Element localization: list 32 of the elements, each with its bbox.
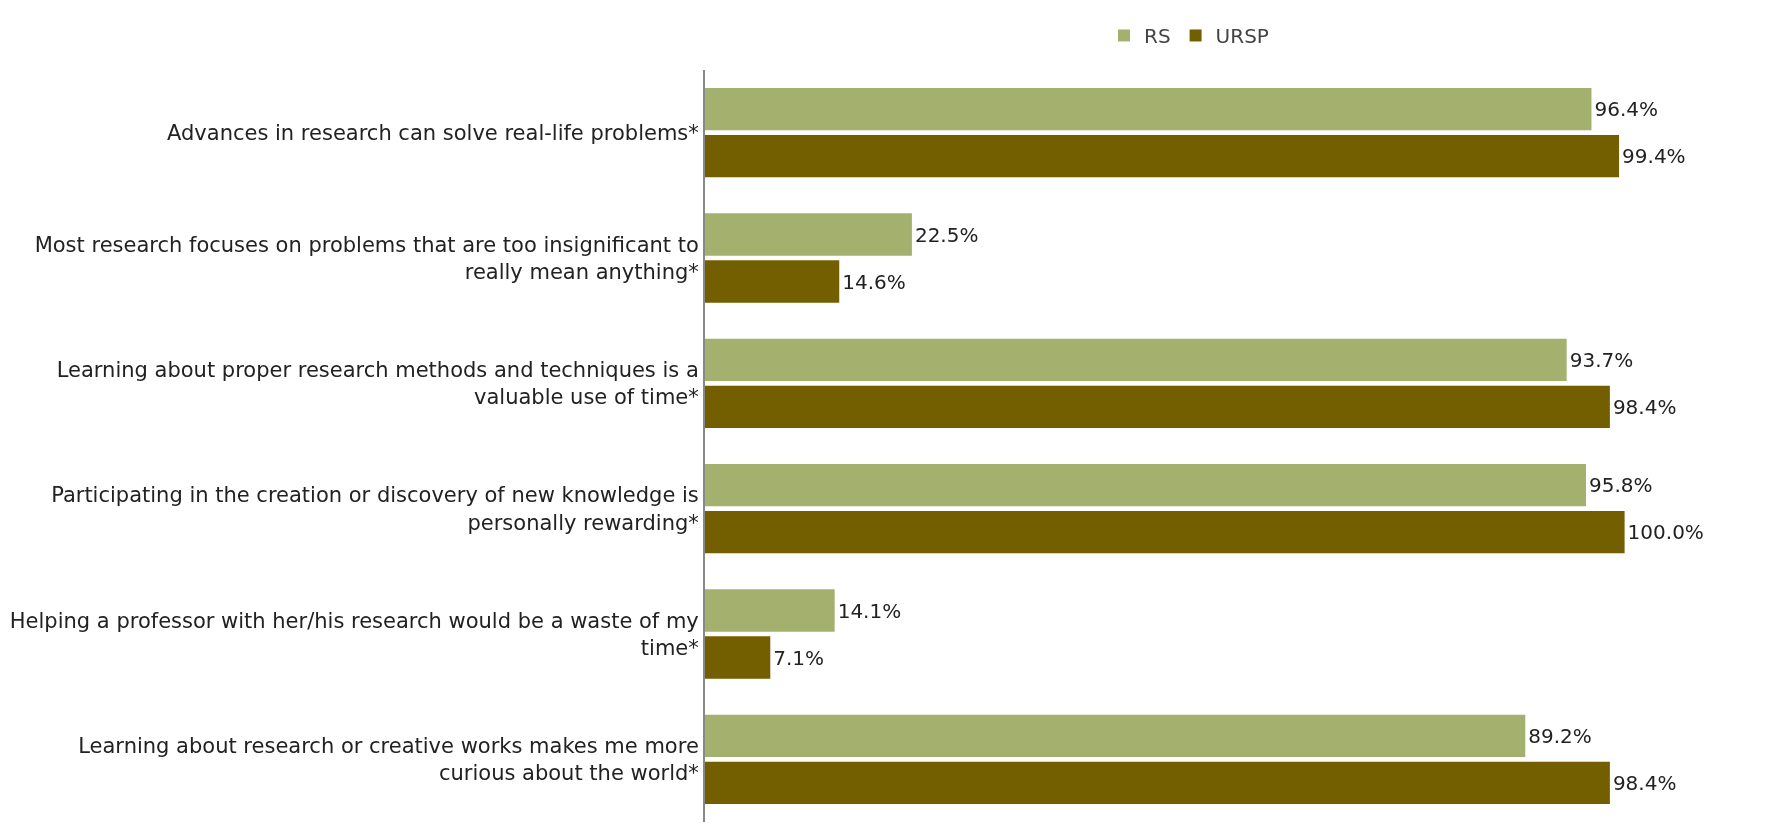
y-tick-label: Advances in research can solve real-life problems* xyxy=(167,121,699,146)
data-label: 98.4% xyxy=(1612,394,1677,419)
bar xyxy=(705,88,1592,131)
bar xyxy=(705,761,1610,804)
bar xyxy=(705,714,1526,757)
y-tick-label: Helping a professor with her/his research would be a waste of my time* xyxy=(9,608,699,660)
data-label: 7.1% xyxy=(773,645,825,670)
data-label: 98.4% xyxy=(1612,770,1677,795)
bar xyxy=(705,338,1567,381)
y-tick-label: Learning about research or creative works makes me more curious about the world* xyxy=(78,734,699,786)
data-label: 89.2% xyxy=(1528,723,1592,748)
legend-label: URSP xyxy=(1215,24,1269,49)
bar xyxy=(705,135,1620,178)
data-label: 96.4% xyxy=(1594,97,1659,122)
data-label: 93.7% xyxy=(1569,347,1634,372)
data-label: 100.0% xyxy=(1627,520,1704,545)
legend-label: RS xyxy=(1144,24,1171,49)
bar xyxy=(705,636,771,679)
bar xyxy=(705,464,1586,507)
bar xyxy=(705,589,835,632)
bar xyxy=(705,511,1625,554)
bar xyxy=(705,385,1610,428)
y-tick-label: Participating in the creation or discovery of new knowledge is personally rewarding* xyxy=(51,483,699,535)
data-label: 99.4% xyxy=(1622,144,1686,169)
data-label: 95.8% xyxy=(1588,473,1653,498)
data-label: 14.1% xyxy=(837,598,902,623)
data-label: 14.6% xyxy=(842,269,906,294)
y-tick-label: Learning about proper research methods and techniques is a valuable use of time* xyxy=(56,358,699,410)
bar xyxy=(705,260,840,303)
data-label: 22.5% xyxy=(914,222,979,247)
bar xyxy=(705,213,912,256)
y-tick-label: Most research focuses on problems that are too insignificant to really mean anything* xyxy=(34,232,699,284)
